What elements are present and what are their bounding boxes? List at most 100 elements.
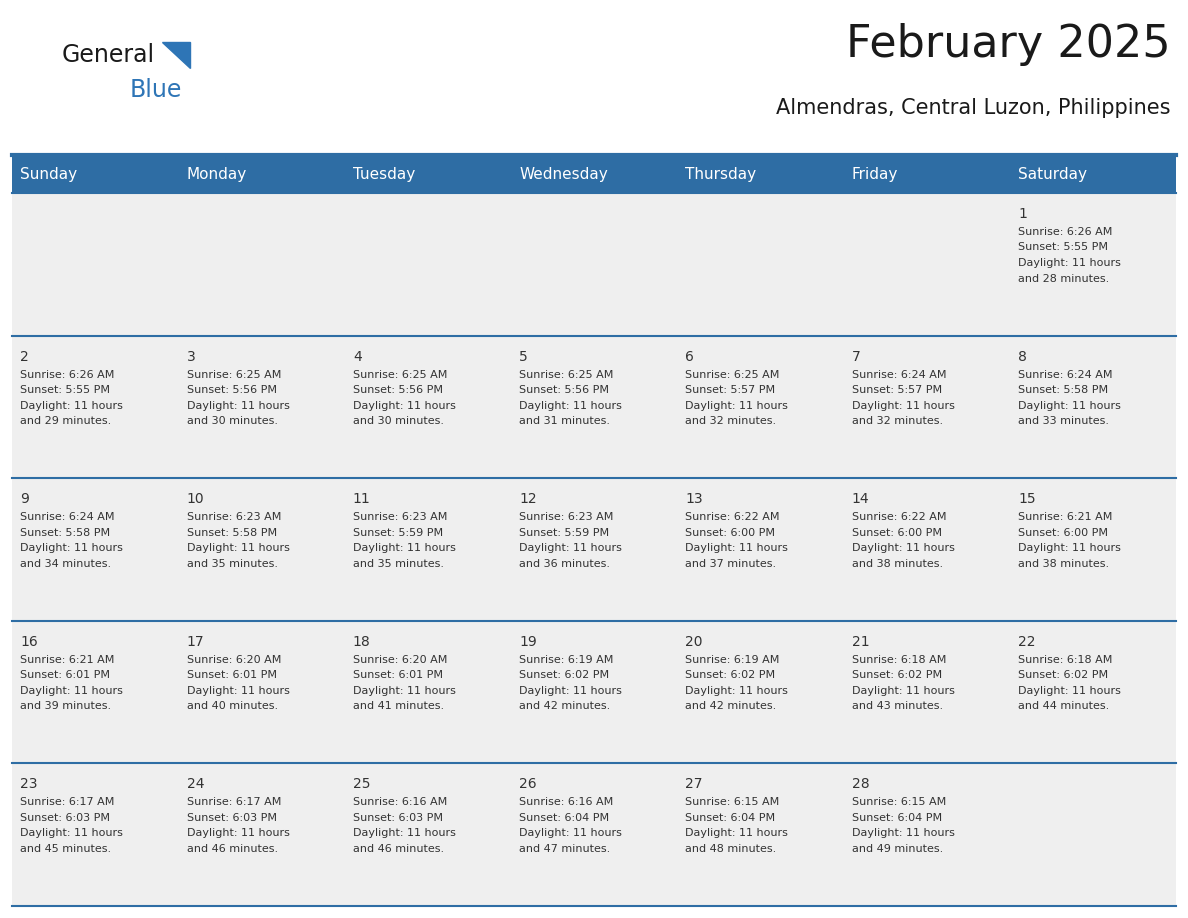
- Text: and 31 minutes.: and 31 minutes.: [519, 416, 611, 426]
- Text: and 43 minutes.: and 43 minutes.: [852, 701, 943, 711]
- Text: 16: 16: [20, 635, 38, 649]
- Text: and 32 minutes.: and 32 minutes.: [685, 416, 777, 426]
- Text: 27: 27: [685, 778, 703, 791]
- Text: Sunset: 6:00 PM: Sunset: 6:00 PM: [685, 528, 776, 538]
- Text: Sunrise: 6:20 AM: Sunrise: 6:20 AM: [187, 655, 282, 665]
- Text: and 30 minutes.: and 30 minutes.: [353, 416, 444, 426]
- Text: Daylight: 11 hours: Daylight: 11 hours: [187, 828, 290, 838]
- Text: Friday: Friday: [852, 166, 898, 182]
- Text: 7: 7: [852, 350, 860, 364]
- Bar: [511, 621, 677, 764]
- Text: and 29 minutes.: and 29 minutes.: [20, 416, 112, 426]
- Bar: [677, 764, 843, 906]
- Text: Sunrise: 6:24 AM: Sunrise: 6:24 AM: [20, 512, 115, 522]
- Bar: [511, 193, 677, 336]
- Text: Daylight: 11 hours: Daylight: 11 hours: [353, 543, 456, 554]
- Bar: [843, 764, 1010, 906]
- Text: Wednesday: Wednesday: [519, 166, 608, 182]
- Text: Sunrise: 6:26 AM: Sunrise: 6:26 AM: [20, 370, 115, 380]
- Text: Sunset: 5:56 PM: Sunset: 5:56 PM: [187, 385, 277, 395]
- Text: Daylight: 11 hours: Daylight: 11 hours: [20, 828, 124, 838]
- Text: and 37 minutes.: and 37 minutes.: [685, 559, 777, 568]
- Text: Daylight: 11 hours: Daylight: 11 hours: [685, 828, 789, 838]
- Bar: [12, 336, 178, 478]
- Text: Sunset: 6:01 PM: Sunset: 6:01 PM: [187, 670, 277, 680]
- Text: Sunrise: 6:15 AM: Sunrise: 6:15 AM: [685, 798, 779, 808]
- Bar: [511, 764, 677, 906]
- Text: Sunset: 5:57 PM: Sunset: 5:57 PM: [685, 385, 776, 395]
- Text: Daylight: 11 hours: Daylight: 11 hours: [852, 543, 955, 554]
- Text: Daylight: 11 hours: Daylight: 11 hours: [353, 686, 456, 696]
- Text: Sunset: 5:58 PM: Sunset: 5:58 PM: [20, 528, 110, 538]
- Bar: [178, 764, 345, 906]
- Text: Daylight: 11 hours: Daylight: 11 hours: [852, 828, 955, 838]
- Text: Sunset: 6:04 PM: Sunset: 6:04 PM: [519, 813, 609, 823]
- Text: and 47 minutes.: and 47 minutes.: [519, 844, 611, 854]
- Bar: [843, 478, 1010, 621]
- Text: Daylight: 11 hours: Daylight: 11 hours: [187, 686, 290, 696]
- Bar: [677, 155, 843, 193]
- Text: 5: 5: [519, 350, 527, 364]
- Bar: [12, 155, 178, 193]
- Text: General: General: [62, 43, 156, 67]
- Text: Sunrise: 6:16 AM: Sunrise: 6:16 AM: [353, 798, 447, 808]
- Text: Sunrise: 6:15 AM: Sunrise: 6:15 AM: [852, 798, 946, 808]
- Text: 26: 26: [519, 778, 537, 791]
- Bar: [12, 193, 178, 336]
- Bar: [12, 621, 178, 764]
- Bar: [345, 193, 511, 336]
- Text: Sunrise: 6:21 AM: Sunrise: 6:21 AM: [1018, 512, 1112, 522]
- Text: Sunset: 6:02 PM: Sunset: 6:02 PM: [519, 670, 609, 680]
- Bar: [1010, 478, 1176, 621]
- Text: Sunset: 6:02 PM: Sunset: 6:02 PM: [685, 670, 776, 680]
- Text: 2: 2: [20, 350, 29, 364]
- Text: Sunset: 6:03 PM: Sunset: 6:03 PM: [20, 813, 110, 823]
- Text: 13: 13: [685, 492, 703, 506]
- Text: Daylight: 11 hours: Daylight: 11 hours: [20, 686, 124, 696]
- Text: Blue: Blue: [129, 78, 183, 102]
- Text: Sunrise: 6:21 AM: Sunrise: 6:21 AM: [20, 655, 115, 665]
- Text: Daylight: 11 hours: Daylight: 11 hours: [519, 543, 623, 554]
- Text: Sunrise: 6:22 AM: Sunrise: 6:22 AM: [852, 512, 947, 522]
- Text: Sunrise: 6:23 AM: Sunrise: 6:23 AM: [519, 512, 613, 522]
- Text: and 28 minutes.: and 28 minutes.: [1018, 274, 1110, 284]
- Text: Almendras, Central Luzon, Philippines: Almendras, Central Luzon, Philippines: [777, 98, 1171, 118]
- Text: Daylight: 11 hours: Daylight: 11 hours: [1018, 543, 1121, 554]
- Text: Sunrise: 6:24 AM: Sunrise: 6:24 AM: [1018, 370, 1112, 380]
- Text: Sunset: 6:00 PM: Sunset: 6:00 PM: [1018, 528, 1108, 538]
- Bar: [345, 764, 511, 906]
- Bar: [178, 621, 345, 764]
- Bar: [345, 478, 511, 621]
- Text: Sunrise: 6:17 AM: Sunrise: 6:17 AM: [187, 798, 282, 808]
- Text: Sunrise: 6:23 AM: Sunrise: 6:23 AM: [353, 512, 447, 522]
- Text: Sunset: 5:59 PM: Sunset: 5:59 PM: [519, 528, 609, 538]
- Bar: [511, 478, 677, 621]
- Text: Sunset: 6:01 PM: Sunset: 6:01 PM: [353, 670, 443, 680]
- Text: and 38 minutes.: and 38 minutes.: [852, 559, 943, 568]
- Text: Saturday: Saturday: [1018, 166, 1087, 182]
- Text: Sunrise: 6:25 AM: Sunrise: 6:25 AM: [519, 370, 613, 380]
- Text: Daylight: 11 hours: Daylight: 11 hours: [1018, 258, 1121, 268]
- Text: Sunrise: 6:19 AM: Sunrise: 6:19 AM: [685, 655, 779, 665]
- Text: Daylight: 11 hours: Daylight: 11 hours: [685, 543, 789, 554]
- Text: Sunrise: 6:17 AM: Sunrise: 6:17 AM: [20, 798, 115, 808]
- Text: Daylight: 11 hours: Daylight: 11 hours: [852, 400, 955, 410]
- Bar: [1010, 155, 1176, 193]
- Text: Sunset: 5:55 PM: Sunset: 5:55 PM: [20, 385, 110, 395]
- Text: Sunrise: 6:20 AM: Sunrise: 6:20 AM: [353, 655, 447, 665]
- Text: and 34 minutes.: and 34 minutes.: [20, 559, 112, 568]
- Text: and 42 minutes.: and 42 minutes.: [519, 701, 611, 711]
- Text: and 40 minutes.: and 40 minutes.: [187, 701, 278, 711]
- Text: 15: 15: [1018, 492, 1036, 506]
- Text: Sunrise: 6:19 AM: Sunrise: 6:19 AM: [519, 655, 613, 665]
- Text: Daylight: 11 hours: Daylight: 11 hours: [187, 400, 290, 410]
- Text: Sunrise: 6:25 AM: Sunrise: 6:25 AM: [353, 370, 447, 380]
- Polygon shape: [162, 42, 190, 68]
- Text: and 46 minutes.: and 46 minutes.: [353, 844, 444, 854]
- Bar: [843, 193, 1010, 336]
- Text: 23: 23: [20, 778, 38, 791]
- Text: Monday: Monday: [187, 166, 247, 182]
- Text: Sunset: 5:58 PM: Sunset: 5:58 PM: [1018, 385, 1108, 395]
- Text: Sunset: 6:01 PM: Sunset: 6:01 PM: [20, 670, 110, 680]
- Bar: [178, 478, 345, 621]
